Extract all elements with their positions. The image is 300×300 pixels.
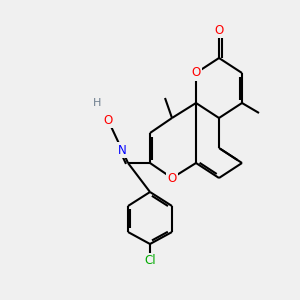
Text: O: O (167, 172, 177, 184)
Text: O: O (214, 23, 224, 37)
Text: Cl: Cl (144, 254, 156, 268)
Text: O: O (103, 113, 112, 127)
Text: H: H (93, 98, 101, 108)
Text: O: O (191, 67, 201, 80)
Text: N: N (118, 143, 126, 157)
